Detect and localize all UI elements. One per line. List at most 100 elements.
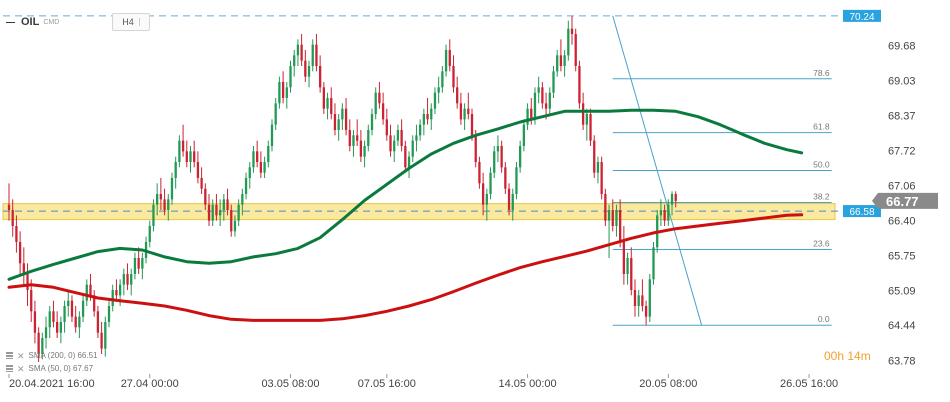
candle-body — [385, 119, 388, 136]
candle-body — [96, 311, 100, 333]
candle-body — [344, 108, 348, 130]
candle — [467, 92, 470, 120]
y-tick-label: 69.68 — [888, 41, 916, 53]
fibonacci-retracement[interactable]: 0.0 23.6 38.2 50.0 61.8 78.6 — [612, 15, 832, 326]
candle-body — [415, 135, 418, 141]
candle — [215, 194, 218, 221]
candle-body — [307, 66, 311, 77]
candle — [674, 191, 677, 208]
candle — [200, 167, 203, 194]
candle-body — [289, 66, 292, 88]
candle — [274, 98, 277, 130]
candle — [541, 82, 544, 109]
candle-body — [30, 290, 33, 312]
candle — [389, 124, 392, 157]
candle-body — [285, 87, 288, 98]
candle-body — [244, 178, 248, 194]
candle-body — [522, 124, 526, 146]
candle-body — [396, 130, 400, 141]
candle-body — [141, 258, 144, 269]
candle — [341, 103, 344, 130]
candle — [519, 140, 522, 173]
candle — [259, 151, 263, 178]
symbol-sub: CMD — [43, 18, 60, 26]
fib-level-label: 38.2 — [813, 192, 830, 202]
legend-sma200[interactable]: ✕ SMA (200, 0) 66.51 — [6, 351, 97, 360]
candle-body — [581, 103, 585, 125]
candle-body — [281, 82, 285, 98]
candle-body — [93, 295, 96, 312]
close-icon[interactable]: ✕ — [17, 350, 25, 361]
candle — [196, 151, 200, 184]
candle — [178, 135, 181, 168]
candle-body — [526, 108, 529, 125]
candle-body — [189, 151, 192, 162]
candle — [204, 183, 207, 210]
candle — [85, 279, 88, 306]
menu-icon[interactable] — [6, 365, 13, 372]
candle-body — [293, 55, 296, 66]
sma-lines — [7, 108, 804, 322]
candle — [52, 300, 55, 328]
candle — [615, 204, 618, 237]
candle-body — [448, 50, 451, 66]
candle — [59, 316, 63, 344]
candle-body — [607, 210, 611, 221]
candle — [141, 252, 144, 280]
timeframe-button[interactable]: H4 — [112, 13, 150, 31]
candle — [37, 327, 40, 362]
horizontal-lines[interactable] — [3, 15, 843, 212]
candle-body — [178, 140, 181, 162]
candle — [30, 279, 33, 322]
candle-body — [67, 300, 70, 306]
candle — [622, 226, 626, 285]
candle — [296, 39, 300, 66]
candle — [352, 130, 355, 157]
candle — [156, 183, 159, 216]
candle-body — [22, 263, 25, 274]
candle-body — [70, 300, 74, 317]
price-tags: 70.24 66.58 66.77 — [843, 9, 938, 218]
support-zone — [2, 203, 836, 221]
candle-body — [115, 290, 118, 296]
fib-level-label: 0.0 — [818, 314, 830, 324]
y-tick-label: 63.78 — [888, 355, 916, 367]
candle — [93, 290, 96, 317]
menu-icon[interactable] — [6, 352, 13, 359]
candle-body — [156, 194, 159, 205]
candle-body — [56, 322, 59, 333]
candle-body — [463, 108, 466, 120]
candle-body — [278, 82, 281, 104]
line-style-icon — [6, 21, 15, 23]
candle — [452, 55, 455, 93]
candle-body — [185, 151, 188, 162]
candle-body — [444, 50, 448, 72]
candle — [370, 108, 374, 136]
candle-body — [259, 162, 263, 173]
close-icon[interactable]: ✕ — [17, 363, 25, 374]
candle — [130, 268, 133, 296]
candle-body — [667, 204, 670, 221]
candle — [422, 108, 426, 136]
candle-body — [352, 135, 355, 146]
candle — [311, 39, 314, 72]
candle — [100, 322, 103, 354]
candle-body — [78, 316, 81, 328]
candle-body — [593, 140, 596, 173]
candle-body — [33, 311, 37, 333]
symbol-label[interactable]: OIL CMD — [6, 13, 59, 31]
candle — [548, 87, 551, 114]
candle — [478, 156, 481, 189]
candle-body — [537, 87, 540, 93]
candle — [185, 140, 188, 168]
candle-body — [252, 151, 255, 168]
candle-body — [378, 92, 381, 104]
candle — [241, 188, 244, 216]
candle — [652, 242, 655, 285]
candle-body — [163, 199, 166, 210]
legend-sma50[interactable]: ✕ SMA (50, 0) 67.67 — [6, 364, 93, 373]
candle-body — [459, 103, 463, 120]
zone-rect — [2, 203, 836, 221]
candle — [207, 194, 211, 226]
